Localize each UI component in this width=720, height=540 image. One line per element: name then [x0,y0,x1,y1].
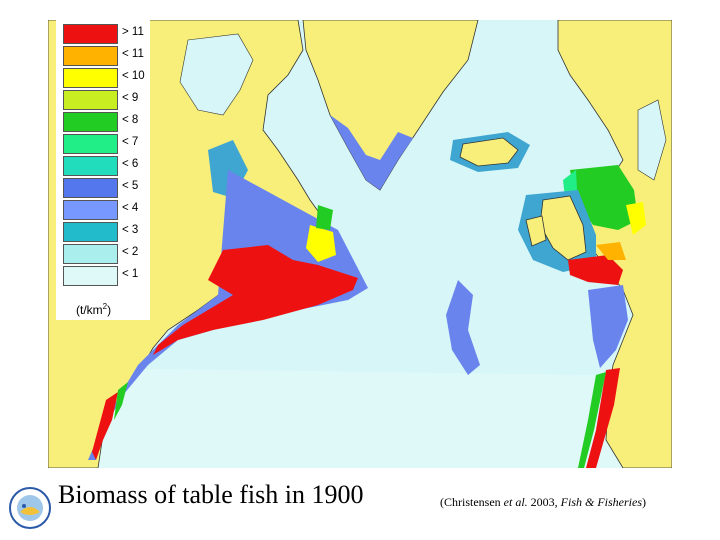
legend-swatch [63,266,118,286]
iberia-shelf-blue [588,285,628,368]
citation-etal: et al. [503,495,528,509]
citation-mid: 2003, [527,495,561,509]
legend-label: < 9 [122,92,139,104]
legend-label: < 10 [122,70,145,82]
channel-orange [596,242,626,260]
unit-exponent: 2 [102,302,108,311]
legend-swatch [63,178,118,198]
legend-swatch [63,112,118,132]
north-atlantic-map [48,20,672,468]
legend-label: < 1 [122,268,139,280]
southern-ocean-band [98,368,672,468]
legend-swatch [63,222,118,242]
african-coast-red [586,368,620,468]
north-sea-yellow [626,202,646,235]
channel-red [568,255,623,285]
legend: > 11 < 11 < 10 < 9 < 8 < 7 < 6 < 5 < 4 <… [56,20,150,320]
mid-atlantic-ridge [446,280,480,375]
citation: (Christensen et al. 2003, Fish & Fisheri… [440,495,646,510]
unit-prefix: (t/km [76,303,103,317]
legend-swatch [63,134,118,154]
baltic-sea [637,99,667,181]
hudson-bay [179,33,254,116]
legend-label: < 2 [122,246,139,258]
legend-swatch [63,200,118,220]
iceland-land [459,137,519,167]
legend-swatch [63,156,118,176]
legend-label: < 5 [122,180,139,192]
greenland-shelf [330,115,413,190]
citation-prefix: (Christensen [440,495,504,509]
citation-journal: Fish & Fisheries [560,495,642,509]
citation-suffix: ) [641,495,646,509]
legend-swatch [63,244,118,264]
caption: Biomass of table fish in 1900 [58,480,364,509]
ireland-land [525,215,547,247]
legend-label: < 3 [122,224,139,236]
nw-atlantic-shelf-red [153,245,358,355]
legend-label: < 6 [122,158,139,170]
legend-label: < 8 [122,114,139,126]
legend-swatch [63,46,118,66]
us-east-coast-green [114,382,128,420]
unit-suffix: ) [107,303,112,317]
african-coast-green [578,372,606,468]
legend-swatch [63,90,118,110]
legend-label: < 4 [122,202,139,214]
legend-label: < 11 [122,48,144,60]
legend-unit: (t/km2) [76,302,111,317]
grand-banks-yellow [306,225,336,262]
legend-swatch [63,24,118,44]
grand-banks-green [316,205,333,230]
sea-around-us-logo [9,487,51,529]
us-east-coast-red [92,392,118,460]
legend-swatch [63,68,118,88]
legend-label: < 7 [122,136,139,148]
legend-label: > 11 [122,26,144,38]
